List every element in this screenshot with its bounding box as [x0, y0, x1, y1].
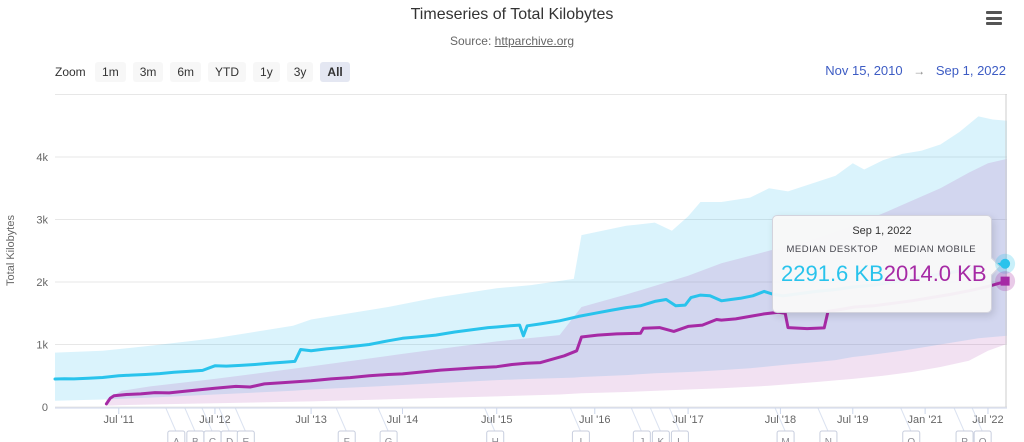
zoom-label: Zoom	[55, 65, 86, 79]
export-menu-icon[interactable]	[986, 11, 1002, 25]
zoom-button-1y[interactable]: 1y	[253, 62, 280, 82]
range-selector: Zoom 1m 3m 6m YTD 1y 3y All Nov 15, 2010 → Sep…	[55, 61, 1006, 85]
y-tick-label: 3k	[36, 215, 48, 227]
flag-letter: F	[344, 437, 350, 442]
range-to-input[interactable]: Sep 1, 2022	[935, 63, 1006, 78]
flag-letter: E	[242, 437, 249, 442]
chart-subtitle: Source: httparchive.org	[0, 34, 1024, 48]
x-tick-label: Jul '14	[387, 414, 418, 426]
y-axis-title: Total Kilobytes	[5, 215, 17, 286]
zoom-button-1m[interactable]: 1m	[95, 62, 126, 82]
tooltip-series-label: MEDIAN MOBILE	[894, 244, 977, 255]
flag-letter: C	[209, 437, 216, 442]
annotation-flag[interactable]	[955, 430, 974, 442]
flag-stem	[630, 407, 642, 432]
y-tick-label: 2k	[36, 277, 48, 289]
tooltip-date: Sep 1, 2022	[852, 225, 912, 237]
zoom-button-ytd[interactable]: YTD	[208, 62, 247, 82]
flag-stem	[484, 407, 496, 432]
x-tick-label: Jul '16	[579, 414, 610, 426]
menu-bar	[986, 16, 1002, 20]
flag-stem	[569, 407, 581, 432]
percentile-band-mobile	[106, 158, 1007, 406]
annotation-flag[interactable]	[902, 430, 921, 442]
flag-letter: I	[580, 437, 583, 442]
flag-letter: K	[658, 437, 665, 442]
x-tick-label: Jul '13	[295, 414, 326, 426]
chart-title: Timeseries of Total Kilobytes	[410, 6, 614, 23]
range-from-input[interactable]: Nov 15, 2010	[825, 63, 903, 78]
annotation-flag[interactable]	[486, 430, 505, 442]
flag-letter: B	[192, 437, 199, 442]
x-tick-label: Jul '22	[972, 414, 1003, 426]
flag-stem	[377, 407, 389, 432]
flag-letter: L	[677, 437, 683, 442]
flag-stem	[165, 407, 177, 432]
source-link[interactable]: httparchive.org	[494, 34, 575, 48]
zoom-button-6m[interactable]: 6m	[170, 62, 202, 82]
zoom-buttons-group: 1m 3m 6m YTD 1y 3y All	[95, 62, 357, 82]
flag-letter: G	[385, 437, 393, 442]
flag-stem	[234, 407, 246, 432]
flag-stem	[900, 407, 912, 432]
y-tick-label: 0	[42, 402, 48, 414]
flag-stem	[953, 407, 965, 432]
tooltip-series-value: 2014.0 KB	[883, 261, 987, 286]
flag-letter: P	[961, 437, 968, 442]
flag-stem	[201, 407, 213, 432]
menu-bar	[986, 11, 1002, 14]
flag-letter: Q	[979, 437, 987, 442]
x-tick-label: Jul '17	[672, 414, 703, 426]
zoom-button-all[interactable]: All	[320, 62, 350, 82]
annotation-flag[interactable]	[236, 430, 255, 442]
flag-stem	[817, 407, 829, 432]
annotation-flag[interactable]	[167, 430, 186, 442]
annotation-flag[interactable]	[670, 430, 689, 442]
tooltip: Sep 1, 2022 MEDIAN DESKTOP 2291.6 KB MEDIA…	[772, 215, 1001, 313]
tooltip-series-row: MEDIAN DESKTOP 2291.6 KB MEDIAN MOBILE 2014…	[773, 244, 991, 287]
range-dates: Nov 15, 2010 → Sep 1, 2022	[825, 63, 1006, 78]
flag-stem	[971, 407, 983, 432]
tooltip-series-label: MEDIAN DESKTOP	[786, 244, 879, 255]
subtitle-prefix: Source:	[449, 34, 495, 48]
menu-bar	[986, 22, 1002, 25]
annotation-flag[interactable]	[379, 430, 398, 442]
percentile-band-desktop	[55, 116, 1007, 401]
annotation-flag[interactable]	[651, 430, 670, 442]
y-tick-label: 1k	[36, 340, 48, 352]
flag-stem	[218, 407, 230, 432]
zoom-button-3y[interactable]: 3y	[286, 62, 314, 82]
tooltip-entry: MEDIAN MOBILE 2014.0 KB	[884, 244, 987, 287]
annotation-flag[interactable]	[819, 430, 838, 442]
flag-stem	[668, 407, 680, 432]
annotation-flag[interactable]	[776, 430, 795, 442]
range-arrow-icon: →	[913, 64, 926, 78]
y-tick-label: 4k	[36, 152, 48, 164]
tooltip-series-value: 2291.6 KB	[781, 261, 884, 286]
flag-letter: O	[907, 437, 915, 442]
annotation-flag[interactable]	[973, 430, 992, 442]
x-tick-label: Jul '11	[103, 414, 134, 426]
annotation-flag[interactable]	[632, 430, 651, 442]
flag-letter: A	[173, 437, 180, 442]
x-tick-label: Jul '19	[837, 414, 868, 426]
flag-stem	[774, 407, 786, 432]
flag-letter: D	[226, 437, 233, 442]
flag-letter: H	[492, 437, 499, 442]
zoom-button-3m[interactable]: 3m	[132, 62, 164, 82]
tooltip-entry: MEDIAN DESKTOP 2291.6 KB	[781, 244, 884, 287]
x-tick-label: Jul '15	[481, 414, 512, 426]
x-tick-label: Jan '21	[908, 414, 943, 426]
flag-stem	[184, 407, 196, 432]
flag-letter: N	[825, 437, 832, 442]
annotation-flag[interactable]	[337, 430, 356, 442]
flag-letter: M	[781, 437, 789, 442]
flag-letter: J	[639, 437, 644, 442]
annotation-flag[interactable]	[571, 430, 590, 442]
flag-stem	[649, 407, 661, 432]
flag-stem	[335, 407, 347, 432]
